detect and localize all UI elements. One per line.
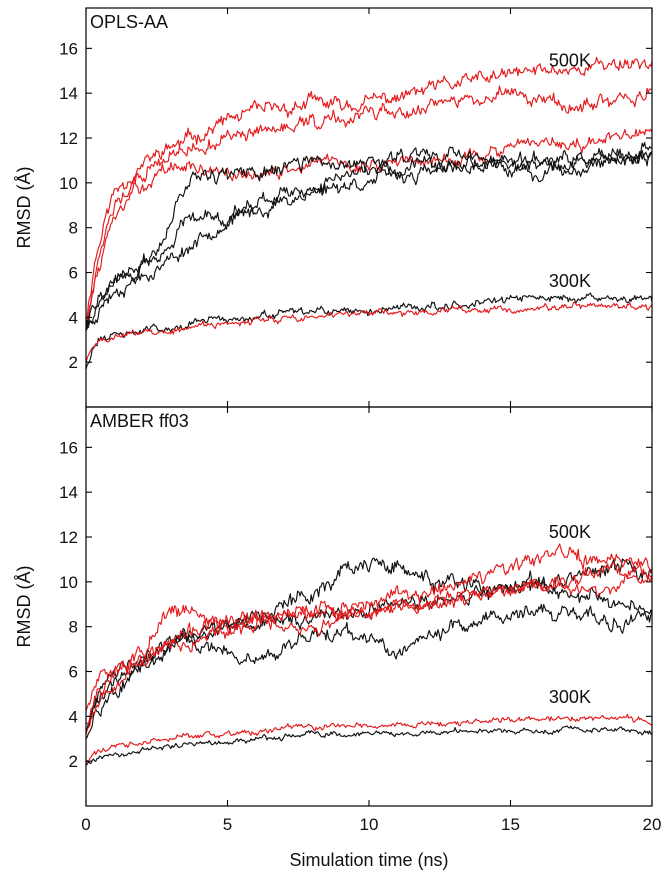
y-tick-label: 10 [59, 573, 78, 592]
y-tick-label: 16 [59, 39, 78, 58]
y-tick-label: 10 [59, 174, 78, 193]
x-axis-label: Simulation time (ns) [289, 850, 448, 870]
series-line-4 [85, 543, 653, 711]
series-line-3 [85, 128, 653, 327]
panel-opls-aa: 2 4 6 8 10 12 14 16 OPLS-AA RMSD (Å) 500K 300K [14, 7, 653, 408]
y-tick-label: 8 [69, 219, 78, 238]
x-tick-label: 5 [223, 815, 232, 834]
y-tick-label: 12 [59, 129, 78, 148]
y-tick-label: 14 [59, 483, 78, 502]
series-line-4 [85, 141, 653, 331]
series-line-2 [85, 85, 653, 330]
series-line-6 [85, 574, 653, 735]
series-line-3 [85, 603, 653, 740]
panel-title: OPLS-AA [90, 12, 168, 32]
temperature-annotation: 500K [549, 522, 591, 542]
panel-title: AMBER ff03 [90, 411, 189, 431]
series-line-2 [85, 576, 653, 733]
y-tick-label: 14 [59, 84, 78, 103]
series-line-8 [85, 725, 653, 766]
temperature-annotation: 300K [549, 687, 591, 707]
x-tick-label: 10 [360, 815, 379, 834]
y-axis-label: RMSD (Å) [14, 167, 34, 249]
y-tick-label: 4 [69, 707, 78, 726]
y-tick-label: 2 [69, 752, 78, 771]
temperature-annotation: 300K [549, 271, 591, 291]
y-tick-label: 4 [69, 308, 78, 327]
series-line-7 [85, 292, 653, 370]
series-line-5 [85, 562, 653, 725]
x-tick-label: 20 [643, 815, 662, 834]
y-tick-label: 6 [69, 264, 78, 283]
y-tick-label: 6 [69, 663, 78, 682]
x-tick-label: 0 [81, 815, 90, 834]
series-line-8 [85, 301, 653, 365]
series-line-1 [85, 557, 653, 731]
series-line-6 [85, 147, 653, 332]
y-axis-label: RMSD (Å) [14, 566, 34, 648]
y-tick-label: 8 [69, 618, 78, 637]
x-tick-label: 15 [501, 815, 520, 834]
series-line-1 [85, 56, 653, 326]
series-line-7 [85, 713, 653, 764]
temperature-annotation: 500K [549, 50, 591, 70]
y-tick-label: 12 [59, 528, 78, 547]
y-tick-label: 16 [59, 438, 78, 457]
panel-amber-ff03: 2 4 6 8 10 12 14 16 0 5 10 15 20 AMBER ff03 RMSD (Å) 50… [14, 406, 662, 834]
y-tick-label: 2 [69, 353, 78, 372]
plot-frame [85, 406, 653, 807]
series-line-5 [85, 149, 653, 328]
